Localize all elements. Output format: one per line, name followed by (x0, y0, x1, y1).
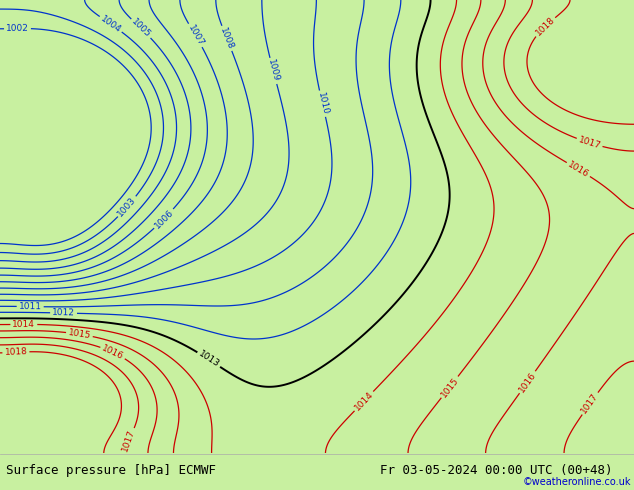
Text: 1012: 1012 (52, 308, 75, 318)
Text: Fr 03-05-2024 00:00 UTC (00+48): Fr 03-05-2024 00:00 UTC (00+48) (380, 464, 613, 477)
Text: 1017: 1017 (579, 392, 600, 416)
Text: 1017: 1017 (577, 135, 602, 150)
Text: 1015: 1015 (67, 328, 91, 341)
Text: 1006: 1006 (153, 207, 175, 230)
Text: 1018: 1018 (4, 347, 27, 357)
Text: 1008: 1008 (219, 26, 235, 50)
Text: 1010: 1010 (316, 92, 330, 116)
Text: Surface pressure [hPa] ECMWF: Surface pressure [hPa] ECMWF (6, 464, 216, 477)
Text: 1017: 1017 (121, 428, 137, 453)
Text: 1016: 1016 (566, 160, 590, 179)
Text: 1018: 1018 (534, 15, 557, 38)
Text: 1003: 1003 (116, 195, 138, 219)
Text: 1005: 1005 (130, 17, 152, 40)
Text: 1009: 1009 (266, 59, 281, 83)
Text: 1016: 1016 (517, 370, 538, 394)
Text: 1004: 1004 (99, 14, 123, 34)
Text: 1014: 1014 (353, 390, 375, 413)
Text: 1013: 1013 (197, 349, 221, 369)
Text: 1002: 1002 (6, 24, 29, 33)
Text: 1015: 1015 (439, 375, 460, 399)
Text: 1007: 1007 (186, 23, 205, 48)
Text: 1016: 1016 (101, 343, 126, 361)
Text: ©weatheronline.co.uk: ©weatheronline.co.uk (522, 477, 631, 487)
Text: 1014: 1014 (13, 320, 36, 329)
Text: 1011: 1011 (18, 302, 42, 311)
